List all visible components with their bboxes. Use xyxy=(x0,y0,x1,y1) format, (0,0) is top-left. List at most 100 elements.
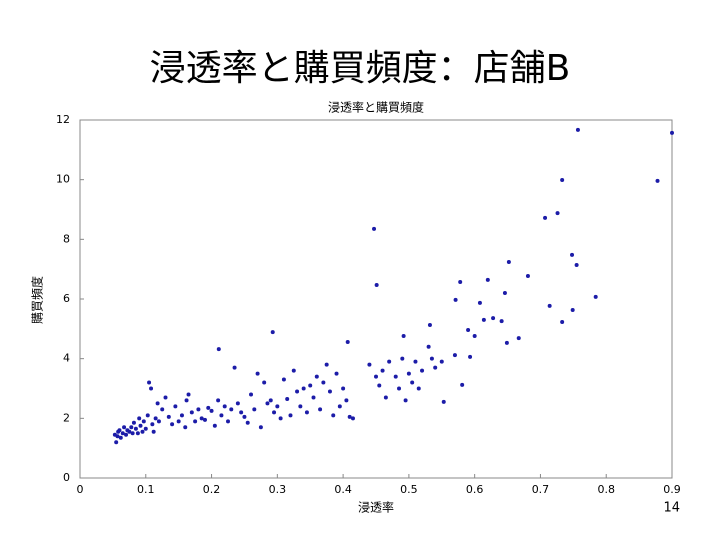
x-tick-label: 0.5 xyxy=(400,483,418,496)
scatter-point xyxy=(301,386,306,391)
x-axis-label: 浸透率 xyxy=(358,500,394,515)
scatter-point xyxy=(216,398,221,403)
x-tick-label: 0.7 xyxy=(532,483,550,496)
scatter-point xyxy=(337,404,342,409)
scatter-point xyxy=(166,414,171,419)
scatter-point xyxy=(212,423,217,428)
scatter-point xyxy=(481,317,486,322)
scatter-point xyxy=(516,336,521,341)
scatter-point xyxy=(466,328,471,333)
scatter-point xyxy=(249,392,254,397)
scatter-point xyxy=(133,426,138,431)
scatter-point xyxy=(275,404,280,409)
scatter-point xyxy=(295,389,300,394)
scatter-point xyxy=(281,377,286,382)
scatter-point xyxy=(410,380,415,385)
scatter-point xyxy=(235,401,240,406)
scatter-point xyxy=(131,420,136,425)
scatter-point xyxy=(258,425,263,430)
scatter-point xyxy=(555,211,560,216)
scatter-point xyxy=(151,429,156,434)
scatter-point xyxy=(206,405,211,410)
x-tick-label: 0.9 xyxy=(663,483,681,496)
scatter-point xyxy=(127,429,132,434)
scatter-point xyxy=(460,382,465,387)
scatter-point xyxy=(477,300,482,305)
scatter-point xyxy=(298,404,303,409)
scatter-point xyxy=(193,419,198,424)
scatter-point xyxy=(345,339,350,344)
scatter-point xyxy=(387,359,392,364)
scatter-point xyxy=(288,413,293,418)
scatter-point xyxy=(311,395,316,400)
scatter-point xyxy=(543,215,548,220)
scatter-point xyxy=(232,365,237,370)
scatter-point xyxy=(147,380,152,385)
scatter-point xyxy=(429,356,434,361)
scatter-point xyxy=(570,252,575,257)
scatter-point xyxy=(452,353,457,358)
scatter-point xyxy=(226,419,230,424)
scatter-point xyxy=(216,347,221,352)
scatter-point xyxy=(160,407,165,412)
scatter-point xyxy=(321,380,326,385)
scatter-point xyxy=(272,410,277,415)
scatter-point xyxy=(149,386,154,391)
y-tick-label: 2 xyxy=(63,411,70,424)
scatter-point xyxy=(122,425,127,430)
scatter-point xyxy=(229,407,234,412)
scatter-point xyxy=(239,410,244,415)
scatter-point xyxy=(374,374,378,379)
scatter-point xyxy=(453,297,458,302)
y-tick-label: 8 xyxy=(63,232,70,245)
scatter-point xyxy=(222,404,227,409)
scatter-point xyxy=(184,398,189,403)
scatter-point xyxy=(403,398,408,403)
scatter-point xyxy=(593,294,598,299)
x-tick-label: 0 xyxy=(77,483,84,496)
scatter-point xyxy=(570,308,575,313)
scatter-point xyxy=(575,127,580,132)
scatter-point xyxy=(426,344,431,349)
scatter-point xyxy=(130,431,135,436)
scatter-point xyxy=(308,383,313,388)
scatter-point xyxy=(143,426,148,431)
scatter-point xyxy=(150,422,155,427)
scatter-point xyxy=(406,371,411,376)
scatter-point xyxy=(401,333,406,338)
scatter-point xyxy=(140,429,145,434)
scatter-point xyxy=(468,354,473,359)
scatter-point xyxy=(380,368,385,373)
scatter-point xyxy=(117,428,122,433)
scatter-point xyxy=(114,440,119,445)
scatter-point xyxy=(655,178,660,183)
scatter-point xyxy=(499,319,504,324)
scatter-point xyxy=(176,419,181,424)
scatter-point xyxy=(245,420,250,425)
scatter-point xyxy=(219,413,224,418)
scatter-point xyxy=(170,422,175,427)
scatter-point xyxy=(118,435,123,440)
y-tick-label: 12 xyxy=(56,113,70,126)
scatter-point xyxy=(397,386,402,391)
scatter-point xyxy=(413,359,418,364)
x-tick-label: 0.8 xyxy=(597,483,615,496)
scatter-point xyxy=(504,340,509,345)
scatter-point xyxy=(472,333,477,338)
scatter-point xyxy=(491,316,496,321)
scatter-point xyxy=(265,401,270,406)
scatter-point xyxy=(156,419,161,424)
scatter-point xyxy=(135,431,140,436)
scatter-point xyxy=(341,386,346,391)
scatter-point xyxy=(199,416,204,421)
y-tick-label: 6 xyxy=(63,292,70,305)
scatter-point xyxy=(270,330,275,335)
scatter-point xyxy=(278,416,283,421)
scatter-point xyxy=(458,279,463,284)
scatter-point xyxy=(137,416,142,421)
scatter-point xyxy=(314,374,319,379)
scatter-point xyxy=(179,413,184,418)
scatter-point xyxy=(145,413,150,418)
